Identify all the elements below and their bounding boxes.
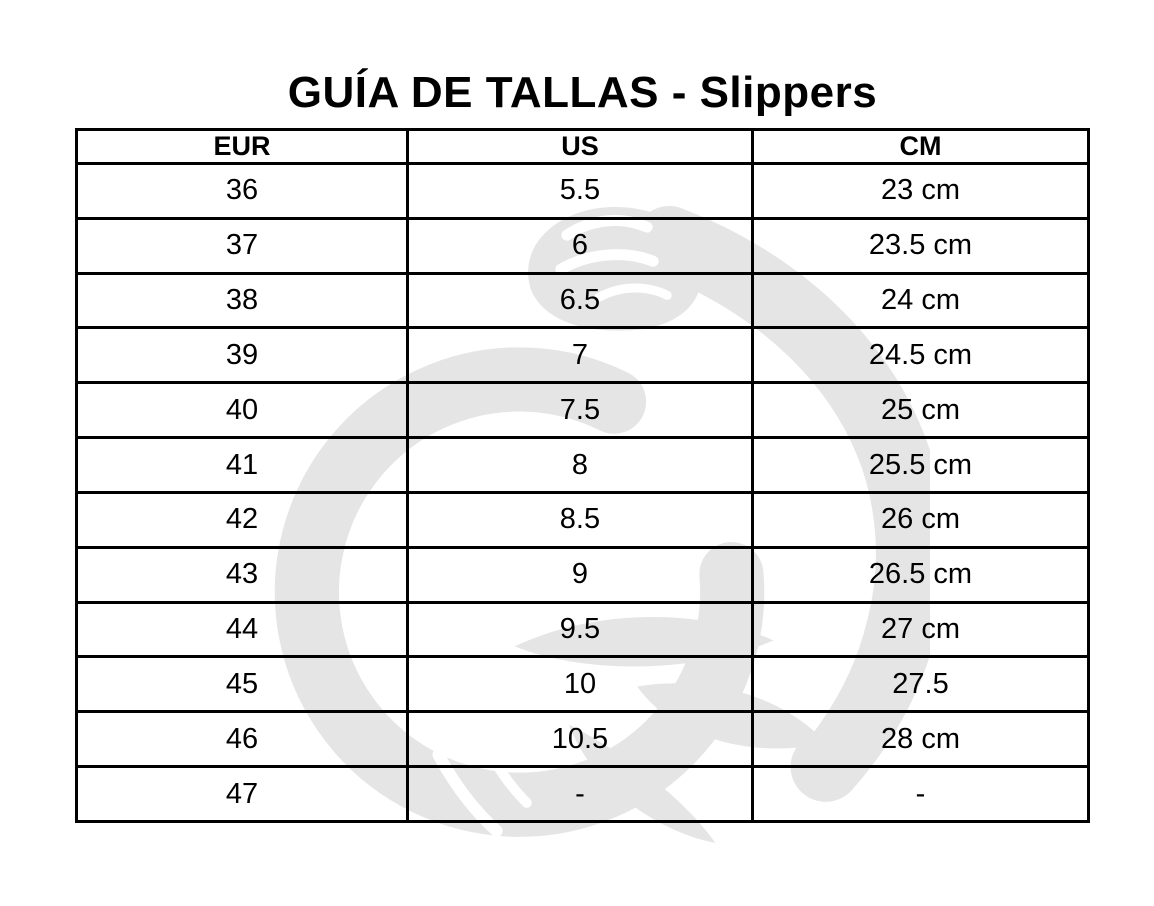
table-cell: 36: [75, 162, 409, 220]
table-cell: 23 cm: [751, 162, 1090, 220]
table-cell: 10: [405, 655, 755, 714]
table-header-row: EUR US CM: [75, 128, 1090, 165]
column-header-eur: EUR: [75, 128, 409, 165]
table-cell: 27 cm: [751, 600, 1090, 659]
table-cell: 24.5 cm: [751, 326, 1090, 385]
table-cell: 6: [405, 216, 755, 275]
page-title: GUÍA DE TALLAS - Slippers: [287, 68, 878, 117]
table-cell: 43: [75, 545, 409, 604]
table-cell: 46: [75, 710, 409, 769]
table-cell: 7: [405, 326, 755, 385]
table-cell: 8.5: [405, 490, 755, 549]
table-cell: 27.5: [751, 655, 1090, 714]
table-row: 39 7 24.5 cm: [75, 326, 1090, 385]
table-cell: 39: [75, 326, 409, 385]
table-cell: 8: [405, 436, 755, 494]
table-body: 36 5.5 23 cm 37 6 23.5 cm 38 6.5 24 cm 39 7 24.5 cm…: [75, 162, 1090, 823]
column-header-cm: CM: [751, 128, 1090, 165]
table-cell: 25 cm: [751, 381, 1090, 440]
table-cell: 38: [75, 271, 409, 330]
table-row: 45 10 27.5: [75, 655, 1090, 714]
table-cell: 26.5 cm: [751, 545, 1090, 604]
table-row: 37 6 23.5 cm: [75, 216, 1090, 275]
table-cell: 28 cm: [751, 710, 1090, 769]
table-cell: 10.5: [405, 710, 755, 769]
column-header-us: US: [405, 128, 755, 165]
table-cell: 25.5 cm: [751, 436, 1090, 494]
table-cell: 42: [75, 490, 409, 549]
size-table: EUR US CM 36 5.5 23 cm 37 6 23.5 cm 38 6.5 24 cm…: [75, 128, 1090, 823]
table-cell: 6.5: [405, 271, 755, 330]
table-row: 40 7.5 25 cm: [75, 381, 1090, 440]
table-row: 36 5.5 23 cm: [75, 162, 1090, 220]
table-cell: 5.5: [405, 162, 755, 220]
table-cell: -: [405, 765, 755, 823]
table-row: 38 6.5 24 cm: [75, 271, 1090, 330]
table-cell: 45: [75, 655, 409, 714]
table-cell: 7.5: [405, 381, 755, 440]
table-row: 41 8 25.5 cm: [75, 436, 1090, 494]
table-cell: 9: [405, 545, 755, 604]
table-cell: 23.5 cm: [751, 216, 1090, 275]
table-cell: 40: [75, 381, 409, 440]
table-row: 42 8.5 26 cm: [75, 490, 1090, 549]
table-row: 46 10.5 28 cm: [75, 710, 1090, 769]
table-cell: 9.5: [405, 600, 755, 659]
table-cell: -: [751, 765, 1090, 823]
table-cell: 26 cm: [751, 490, 1090, 549]
table-row: 44 9.5 27 cm: [75, 600, 1090, 659]
table-cell: 47: [75, 765, 409, 823]
table-cell: 41: [75, 436, 409, 494]
table-cell: 24 cm: [751, 271, 1090, 330]
table-cell: 44: [75, 600, 409, 659]
table-row: 47- -: [75, 765, 1090, 823]
table-cell: 37: [75, 216, 409, 275]
table-row: 43 9 26.5 cm: [75, 545, 1090, 604]
